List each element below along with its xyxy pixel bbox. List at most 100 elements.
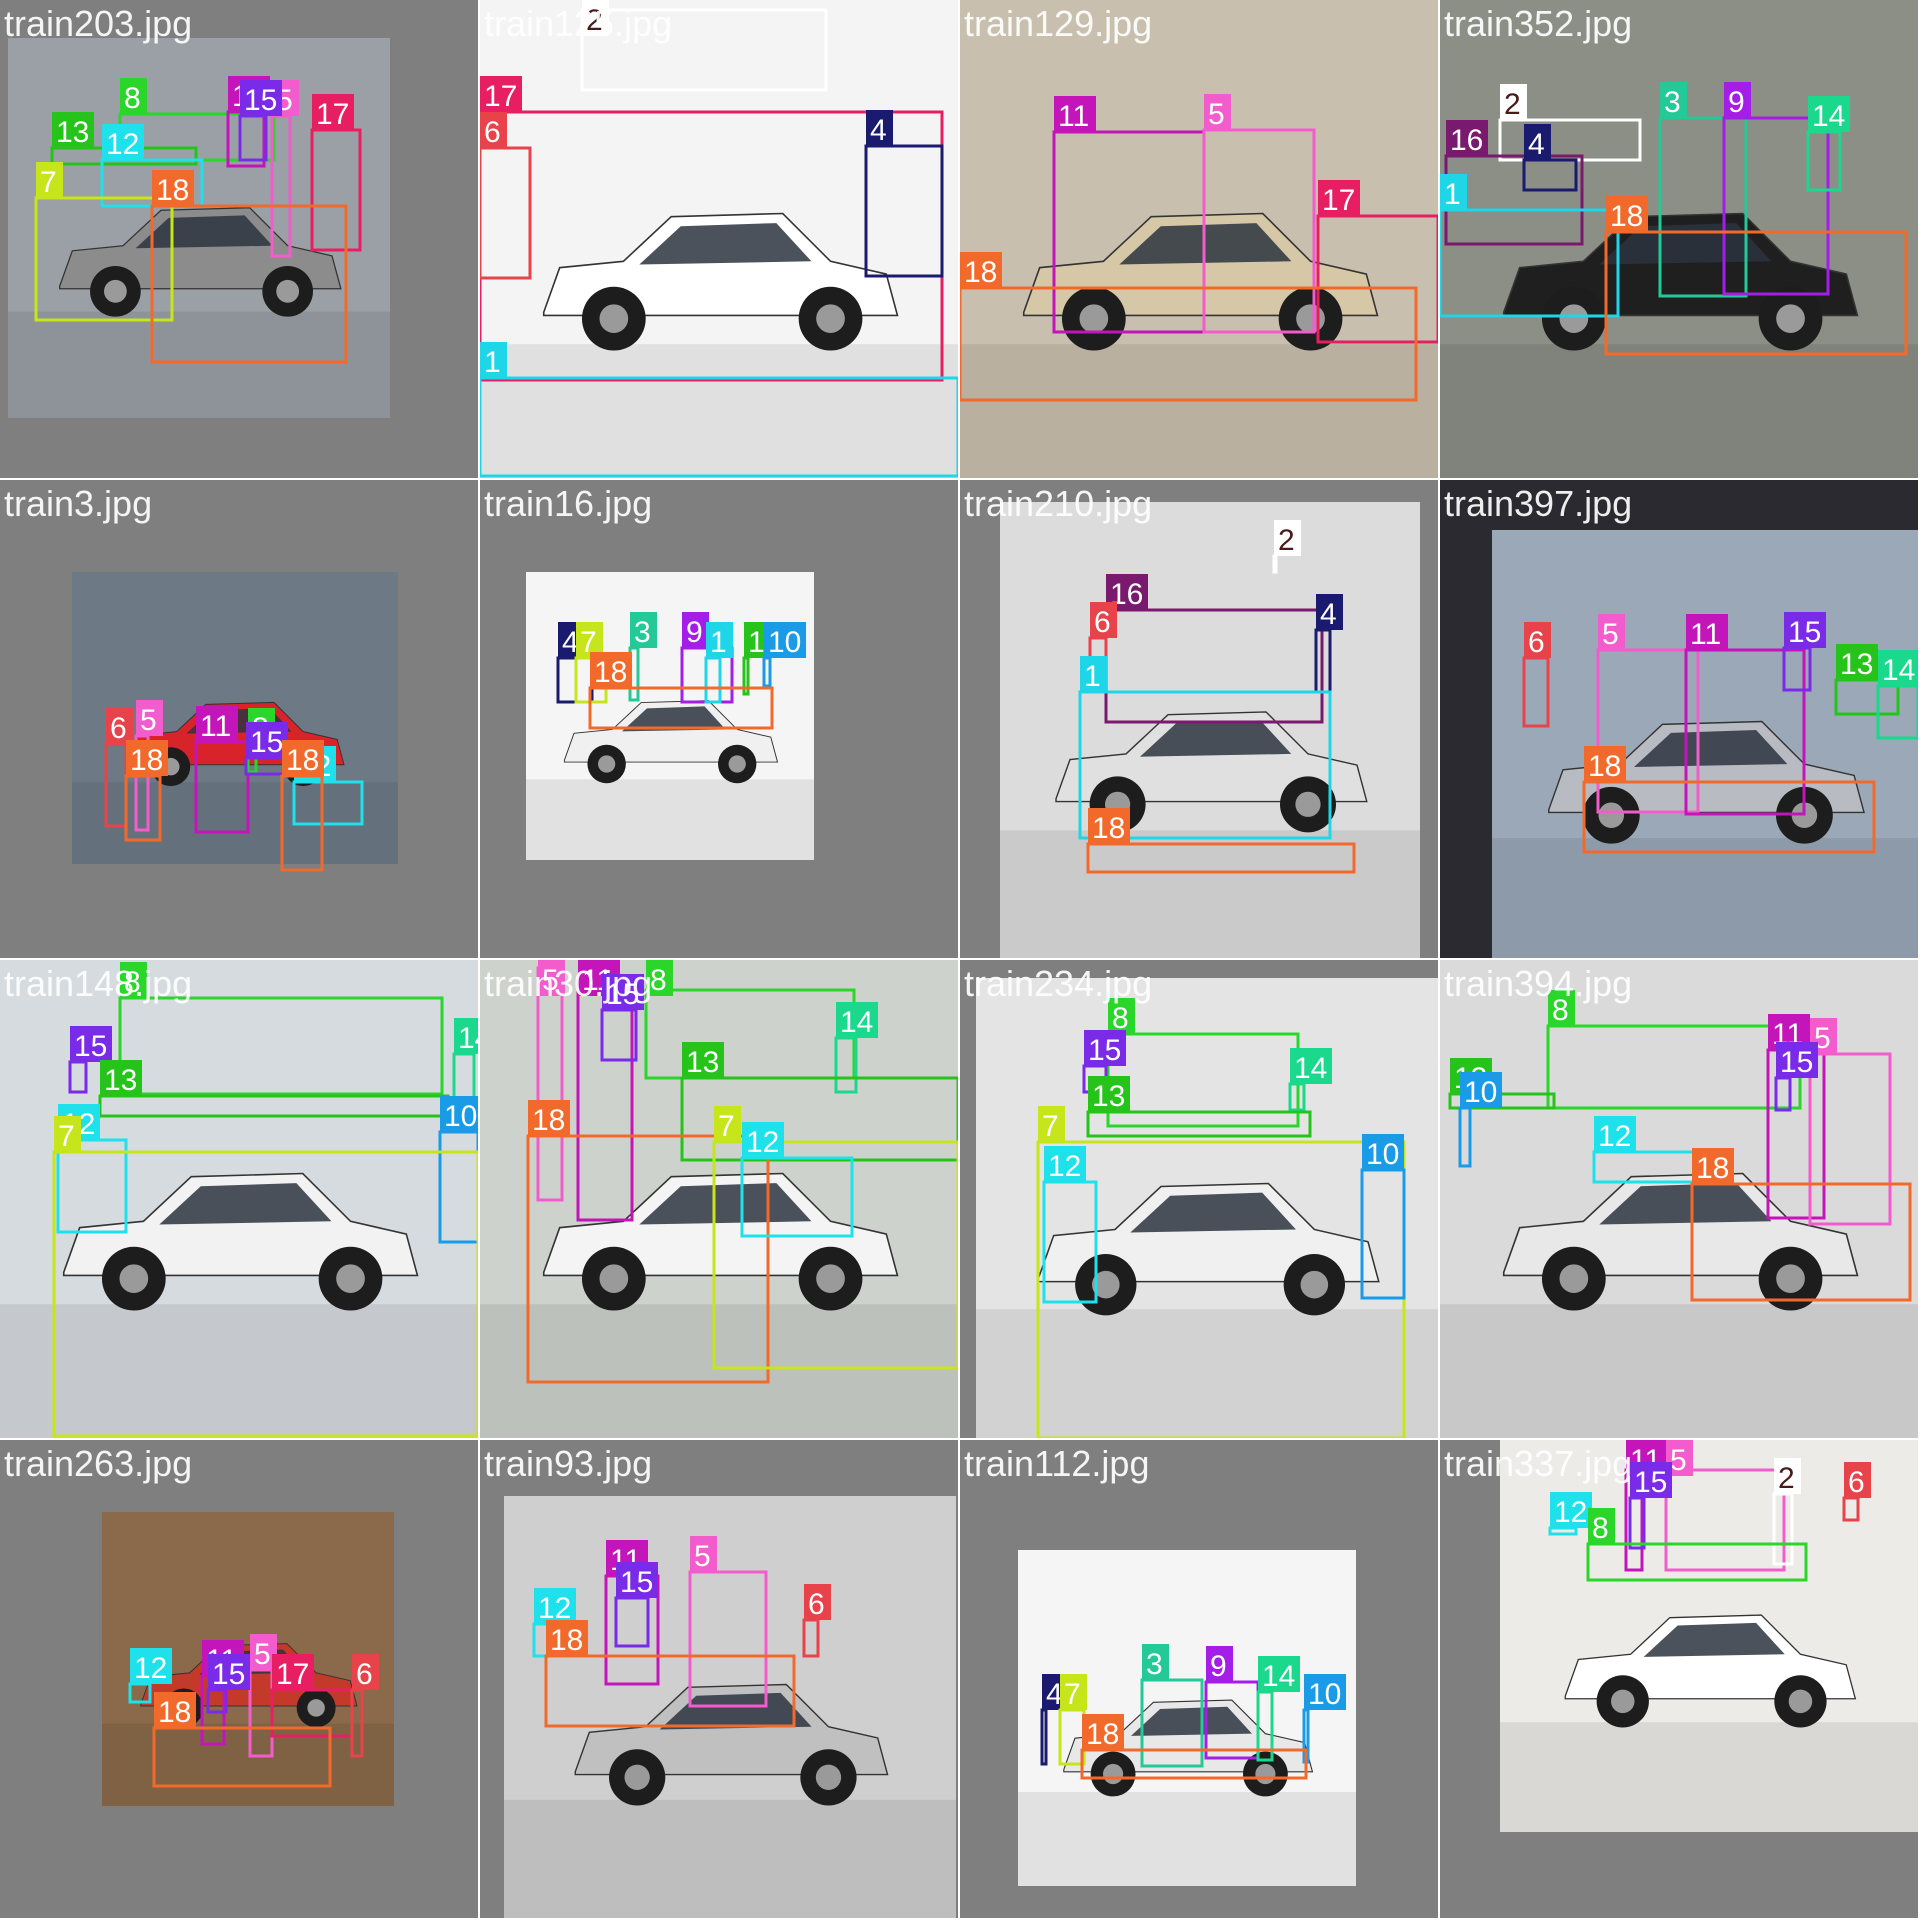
detection-box-class-2: 2 (1772, 1458, 1801, 1566)
detection-label: 10 (1308, 1678, 1341, 1711)
detection-label: 18 (594, 656, 627, 689)
detection-label: 7 (58, 1120, 75, 1153)
detection-box-class-18: 18 (1690, 1148, 1912, 1302)
detection-box-class-11: 11 (194, 706, 250, 834)
detection-label: 1 (484, 346, 501, 379)
car-illustration (542, 212, 899, 351)
detection-label: 8 (1592, 1512, 1609, 1545)
detection-label: 8 (124, 966, 141, 999)
detection-box-class-13: 13 (1086, 1076, 1312, 1138)
tile-canvas: 2 3 9 16 4 14 1 18 (1440, 0, 1918, 478)
mosaic-tile: 8 15 14 13 7 12 10 train234.jpg (960, 960, 1438, 1438)
detection-label: 10 (768, 626, 801, 659)
mosaic-tile: 815141312107train148.jpg (0, 960, 478, 1438)
detection-box-class-10: 10 (438, 1096, 478, 1244)
detection-box-class-2: 2 (580, 0, 828, 92)
detection-box-class-15: 15 (68, 1026, 112, 1094)
detection-box-class-1: 1 (1440, 174, 1620, 318)
detection-label: 18 (156, 174, 189, 207)
detection-label: 3 (1664, 86, 1681, 119)
detection-box-class-5: 5 (1202, 94, 1316, 334)
detection-label: 14 (1262, 1660, 1295, 1693)
detection-label: 5 (1602, 618, 1619, 651)
detection-label: 18 (130, 744, 163, 777)
detection-box-class-12: 12 (1548, 1492, 1592, 1536)
ground-shade (1492, 838, 1918, 958)
ground-shade (526, 779, 814, 860)
detection-label: 18 (964, 256, 997, 289)
detection-box-class-2: 2 (1272, 520, 1301, 574)
detection-box-class-1: 1 (480, 342, 958, 478)
detection-label: 7 (1042, 1110, 1059, 1143)
detection-box-class-8: 8 (1586, 1508, 1808, 1582)
detection-label: 18 (158, 1696, 191, 1729)
car-illustration (563, 700, 779, 784)
detection-box-class-4: 4 (1314, 594, 1343, 694)
mosaic-tile: 11 5 17 18 train129.jpg (960, 0, 1438, 478)
detection-label: 6 (356, 1658, 373, 1691)
detection-label: 18 (550, 1624, 583, 1657)
mosaic-tile: 81151513101218train394.jpg (1440, 960, 1918, 1438)
tile-canvas: 3 9 4 7 14 10 18 (1018, 1550, 1356, 1886)
tile-canvas: 39471131018 (526, 572, 814, 860)
detection-label: 11 (200, 710, 231, 743)
detection-label: 18 (1588, 750, 1621, 783)
detection-label: 13 (686, 1046, 719, 1079)
detection-box-class-11: 11 (1684, 614, 1806, 816)
detection-box-class-6: 6 (1842, 1462, 1871, 1522)
detection-box-class-18: 18 (1582, 746, 1876, 854)
detection-box-class-5: 5 (1596, 614, 1700, 814)
detection-label: 18 (532, 1104, 565, 1137)
ground-shade (0, 1304, 478, 1438)
detection-box-class-6: 6 (1088, 602, 1117, 694)
detection-box-class-12: 12 (100, 124, 204, 208)
detection-label: 6 (1094, 606, 1111, 639)
detection-label: 4 (1046, 1678, 1063, 1711)
ground-shade (976, 1309, 1438, 1438)
car-illustration (1548, 720, 1865, 844)
detection-box-class-8: 8 (118, 962, 444, 1096)
detection-label: 8 (124, 82, 141, 115)
detection-label: 1 (1084, 660, 1101, 693)
detection-box-class-18: 18 (150, 170, 348, 364)
detection-box-class-15: 15 (1082, 1030, 1126, 1094)
detection-box-class-6: 6 (480, 112, 532, 280)
detection-box-class-15: 15 (244, 722, 296, 776)
detection-label: 5 (1208, 98, 1225, 131)
mosaic-tile: 6 5 11 15 13 14 18 train397.jpg (1440, 480, 1918, 958)
detection-box-class-13: 13 (680, 1042, 958, 1162)
detection-box-class-15: 15 (1774, 1042, 1818, 1112)
detection-label: 5 (1670, 1444, 1687, 1477)
detection-box-class-3: 3 (628, 612, 657, 702)
mosaic-tile: 39471131018train16.jpg (480, 480, 958, 958)
ground-shade (1018, 1791, 1356, 1886)
detection-label: 15 (212, 1658, 245, 1691)
detection-label: 17 (484, 80, 517, 113)
detection-label: 15 (1088, 1034, 1121, 1067)
detection-box-class-14: 14 (452, 1018, 478, 1100)
detection-box-class-3: 3 (1140, 1644, 1204, 1768)
detection-label: 5 (1814, 1022, 1831, 1055)
detection-box-class-18: 18 (526, 1100, 770, 1384)
detection-label: 15 (1788, 616, 1821, 649)
tile-canvas: 11 5 17 18 (960, 0, 1438, 478)
detection-box-class-12: 12 (1592, 1116, 1704, 1184)
detection-box-class-12: 12 (740, 1122, 854, 1238)
detection-label: 15 (244, 84, 277, 117)
detection-label: 18 (286, 744, 319, 777)
detection-box-class-14: 14 (1256, 1656, 1300, 1762)
detection-label: 11 (1690, 618, 1721, 651)
detection-label: 12 (106, 128, 139, 161)
detection-box-class-5: 5 (1664, 1440, 1786, 1572)
detection-box-class-4: 4 (864, 110, 944, 278)
detection-box-class-14: 14 (1806, 96, 1850, 192)
detection-label: 3 (1146, 1648, 1163, 1681)
car-illustration (1063, 1699, 1314, 1797)
detection-box-class-7: 7 (34, 162, 174, 322)
detection-box-class-17: 17 (1316, 180, 1438, 344)
detection-label: 16 (1450, 124, 1483, 157)
detection-box-class-14: 14 (1288, 1048, 1332, 1112)
mosaic-tile: 3 9 4 7 14 10 18 train112.jpg (960, 1440, 1438, 1918)
